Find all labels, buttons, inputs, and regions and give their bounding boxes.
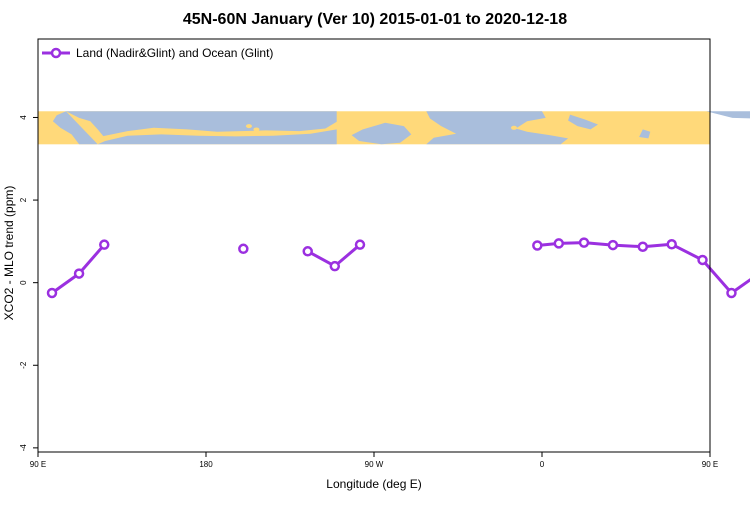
legend: Land (Nadir&Glint) and Ocean (Glint) (42, 46, 273, 60)
map-ocean-shape (568, 114, 598, 130)
data-point (329, 260, 341, 272)
data-point (578, 237, 590, 248)
plot-frame (37, 38, 711, 453)
data-point (238, 243, 249, 255)
map-ocean-shape (426, 111, 569, 145)
y-axis-label: XCO2 - MLO trend (ppm) (2, 186, 16, 321)
map-ocean-shape (66, 111, 337, 137)
series-layer (46, 237, 750, 299)
y-tick-label: 2 (19, 197, 28, 202)
y-tick-label: 0 (19, 280, 28, 285)
y-tick-label: 4 (19, 115, 28, 120)
data-point (697, 254, 708, 266)
map-ocean-shape (639, 129, 651, 139)
x-tick-label: 0 (540, 460, 545, 469)
x-tick-label: 90 W (365, 460, 384, 469)
map-island (253, 127, 260, 132)
data-point (302, 246, 313, 257)
data-point (553, 238, 565, 249)
data-point (637, 241, 649, 252)
data-point (607, 239, 619, 251)
map-ocean-shape (52, 111, 337, 145)
data-point (726, 287, 737, 299)
map-ocean-shape (706, 111, 750, 119)
map-island (245, 124, 252, 129)
data-point (354, 239, 366, 250)
map-ocean-shape (351, 122, 412, 145)
x-axis-label: Longitude (deg E) (326, 477, 421, 491)
legend-label: Land (Nadir&Glint) and Ocean (Glint) (76, 46, 273, 60)
data-point (46, 287, 58, 299)
y-tick-label: -4 (19, 444, 28, 452)
data-point (99, 239, 110, 250)
map-island (419, 120, 426, 125)
legend-marker (50, 47, 62, 59)
world-map-strip (38, 111, 750, 145)
tick-layer: 90 E 180 90 W 0 90 E 4 2 0 -2 -4 (19, 115, 718, 469)
data-point (666, 239, 677, 250)
chart-title: 45N-60N January (Ver 10) 2015-01-01 to 2… (183, 11, 567, 28)
data-point (532, 240, 543, 251)
y-tick-label: -2 (19, 361, 28, 369)
data-point (73, 268, 85, 279)
x-tick-label: 180 (199, 460, 213, 469)
x-tick-label: 90 E (702, 460, 718, 469)
x-tick-label: 90 E (30, 460, 46, 469)
map-island (511, 125, 517, 130)
series-line (535, 241, 750, 295)
